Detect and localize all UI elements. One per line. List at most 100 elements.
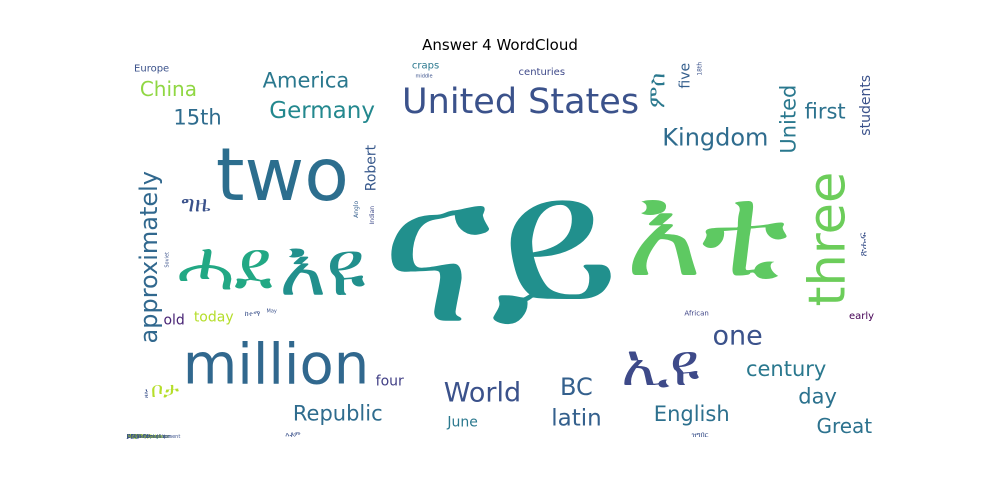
word-57: 18th (697, 62, 704, 76)
word-99: middle (415, 73, 432, 79)
word-74: RGB (127, 434, 138, 440)
word-104: South (127, 434, 142, 440)
word-80: almost (127, 434, 144, 440)
word-23: 15th (173, 105, 221, 129)
word-49: Greek (127, 434, 142, 440)
word-40: African (684, 310, 708, 318)
word-55: John (126, 434, 138, 440)
word-35: craps (412, 60, 439, 71)
word-93: thousands (127, 434, 153, 440)
word-54: Italy (127, 434, 138, 440)
word-9: World (444, 378, 521, 409)
word-115: Development (127, 434, 161, 440)
word-70: years (127, 434, 141, 440)
word-89: third (127, 434, 139, 440)
word-52: Anglo (353, 200, 360, 217)
word-48: Japanese (126, 434, 150, 440)
word-15: latin (551, 405, 601, 431)
word-112: Human Development (127, 434, 180, 440)
word-114: Melinda Gates (127, 434, 163, 440)
word-10: one (712, 320, 762, 351)
word-62: ዘሎ (143, 389, 150, 398)
word-33: June (446, 414, 478, 430)
word-111: Census Bureau (127, 434, 165, 440)
word-16: ግዜ (181, 191, 210, 217)
word-5: ኢዩ (621, 330, 699, 399)
word-106: System (127, 434, 146, 440)
word-67: November (127, 434, 154, 440)
word-90: several (127, 434, 145, 440)
word-13: BC (560, 373, 593, 401)
word-26: ቦታ (151, 378, 179, 402)
word-29: Great (816, 414, 872, 438)
word-18: Republic (293, 401, 383, 425)
word-21: America (263, 69, 350, 93)
word-95: least (127, 434, 139, 440)
word-69: France (127, 434, 144, 440)
word-76: Bulsara (127, 434, 146, 440)
word-96: around (127, 434, 145, 440)
word-100: May (267, 308, 277, 314)
word-0: ናይ (381, 129, 619, 371)
word-61: ክፍለት (127, 434, 140, 440)
word-63: ብሪጣንያ (127, 434, 144, 440)
word-113: Gates Foundation (127, 434, 171, 440)
word-37: students (858, 75, 874, 136)
word-44: እቶም (285, 431, 301, 439)
word-59: ሰባት (127, 434, 137, 440)
word-98: WarPac (127, 434, 146, 440)
word-22: United (777, 85, 801, 154)
word-65: Joseph (126, 434, 144, 440)
word-85: ሓይሊ (127, 434, 138, 440)
word-58: ዓመታት (127, 434, 142, 440)
word-66: Thomas (126, 434, 147, 440)
word-32: five (678, 63, 694, 89)
word-53: British (127, 434, 143, 440)
word-73: West (127, 434, 139, 440)
word-4: ሓደ (177, 224, 272, 306)
word-31: four (376, 374, 404, 390)
word-20: English (654, 402, 730, 426)
chart-title: Answer 4 WordCloud (422, 36, 578, 54)
word-12: approximately (135, 171, 163, 343)
word-107: 16th (127, 434, 139, 440)
word-14: Germany (269, 98, 375, 124)
word-41: ከተማ (245, 310, 261, 318)
word-82: ጸሓፊ (127, 434, 138, 440)
word-28: China (140, 77, 197, 101)
word-78: month (127, 434, 143, 440)
word-60: እንግሊዝ (127, 434, 143, 440)
word-108: William (127, 434, 145, 440)
word-109: Wide Web (127, 434, 152, 440)
word-83: ጦርነት (127, 434, 140, 440)
word-25: day (798, 385, 837, 409)
word-68: Series (127, 434, 143, 440)
word-30: today (194, 310, 234, 326)
word-46: ከምኡውን (127, 434, 146, 440)
word-87: Italian (127, 434, 143, 440)
word-8: United States (402, 82, 639, 122)
word-94: decades (127, 434, 148, 440)
word-38: Europe (134, 64, 169, 75)
word-72: Earth (127, 434, 140, 440)
word-1: እቲ (626, 157, 788, 306)
word-17: ምስ (644, 73, 670, 108)
word-2: እዩ (279, 222, 365, 314)
word-7: three (799, 172, 858, 307)
word-42: ጽሑፍ (859, 232, 870, 257)
word-56: Gulf (127, 434, 137, 440)
word-27: Robert (364, 144, 380, 191)
word-24: first (805, 100, 846, 124)
word-81: ምምስራት (127, 434, 147, 440)
word-101: October (127, 434, 148, 440)
word-64: Magnoliophyta (127, 434, 164, 440)
word-97: Saint (127, 434, 140, 440)
word-77: Roger (127, 434, 143, 440)
word-110: East Polynesians (127, 434, 169, 440)
word-3: two (216, 133, 349, 218)
word-86: American (127, 434, 151, 440)
word-88: Party (127, 434, 140, 440)
word-51: 20th century (127, 434, 159, 440)
word-36: early (849, 311, 874, 322)
